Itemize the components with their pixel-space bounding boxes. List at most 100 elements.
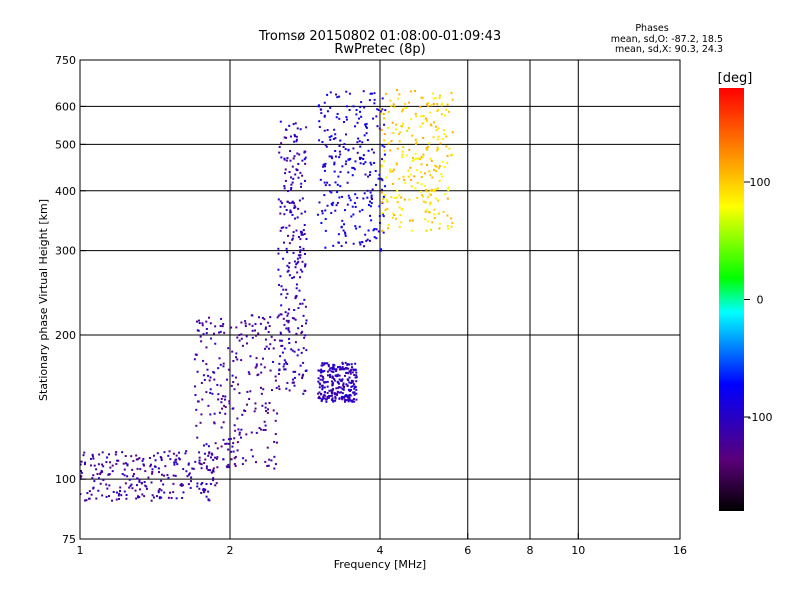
data-point [304,369,307,372]
data-point [283,368,286,371]
data-point [213,371,216,374]
data-point [205,391,208,394]
data-point [323,194,326,197]
data-point [212,469,215,472]
data-point [429,157,432,160]
data-point [106,456,109,459]
data-point [233,463,236,466]
data-point [80,471,83,474]
data-point [295,168,298,171]
data-point [248,323,251,326]
data-point [320,368,323,371]
data-point [430,104,433,107]
data-point [205,327,208,330]
data-point [381,179,384,182]
data-point [295,229,298,232]
data-point [285,387,288,390]
data-point [325,398,328,401]
data-point [251,329,254,332]
data-point [432,136,435,139]
data-point [299,276,302,279]
data-point [277,268,280,271]
data-point [358,156,361,159]
data-point [451,153,454,156]
data-point [347,367,350,370]
stats-line-x: mean, sd,X: 90.3, 24.3 [615,44,723,55]
data-point [376,125,379,128]
data-point [115,451,118,454]
data-point [427,102,430,105]
data-point [342,388,345,391]
data-point [221,407,224,410]
data-point [421,96,424,99]
data-point [350,382,353,385]
data-point [120,494,123,497]
data-point [92,457,95,460]
data-point [378,205,381,208]
data-point [328,373,331,376]
data-point [95,497,98,500]
data-point [296,271,299,274]
data-point [207,374,210,377]
data-point [292,370,295,373]
data-point [216,466,219,469]
data-point [268,458,271,461]
data-point [196,485,199,488]
data-point [336,183,339,186]
data-point [322,395,325,398]
data-point [101,494,104,497]
data-point [181,496,184,499]
data-point [321,375,324,378]
data-point [296,152,299,155]
data-point [220,426,223,429]
data-point [244,322,247,325]
data-point [330,398,333,401]
data-point [230,450,233,453]
data-point [398,93,401,96]
data-point [296,262,299,265]
data-point [420,193,423,196]
data-point [338,156,341,159]
data-point [420,175,423,178]
data-point [216,447,219,450]
data-point [300,332,303,335]
data-point [210,337,213,340]
data-point [427,210,430,213]
data-point [298,289,301,292]
data-point [248,397,251,400]
data-point [274,379,277,382]
data-point [402,146,405,149]
data-point [367,175,370,178]
data-point [292,231,295,234]
data-point [295,135,298,138]
data-point [302,314,305,317]
data-point [179,484,182,487]
data-point [344,148,347,151]
data-point [285,136,288,139]
data-point [285,209,288,212]
data-point [299,128,302,131]
data-point [207,498,210,501]
data-point [413,175,416,178]
data-point [300,185,303,188]
data-point [320,112,323,115]
data-point [123,474,126,477]
data-point [398,177,401,180]
data-point [431,189,434,192]
data-point [245,335,248,338]
data-point [169,458,172,461]
data-point [220,317,223,320]
data-point [342,384,345,387]
data-point [303,298,306,301]
data-point [80,477,82,480]
y-tick-label: 600 [55,100,76,113]
data-point [272,347,275,350]
data-point [285,288,288,291]
data-point [279,313,282,316]
data-point [387,142,390,145]
data-point [390,140,393,143]
data-point [379,109,382,112]
data-point [205,332,208,335]
data-point [262,428,265,431]
data-point [392,168,395,171]
